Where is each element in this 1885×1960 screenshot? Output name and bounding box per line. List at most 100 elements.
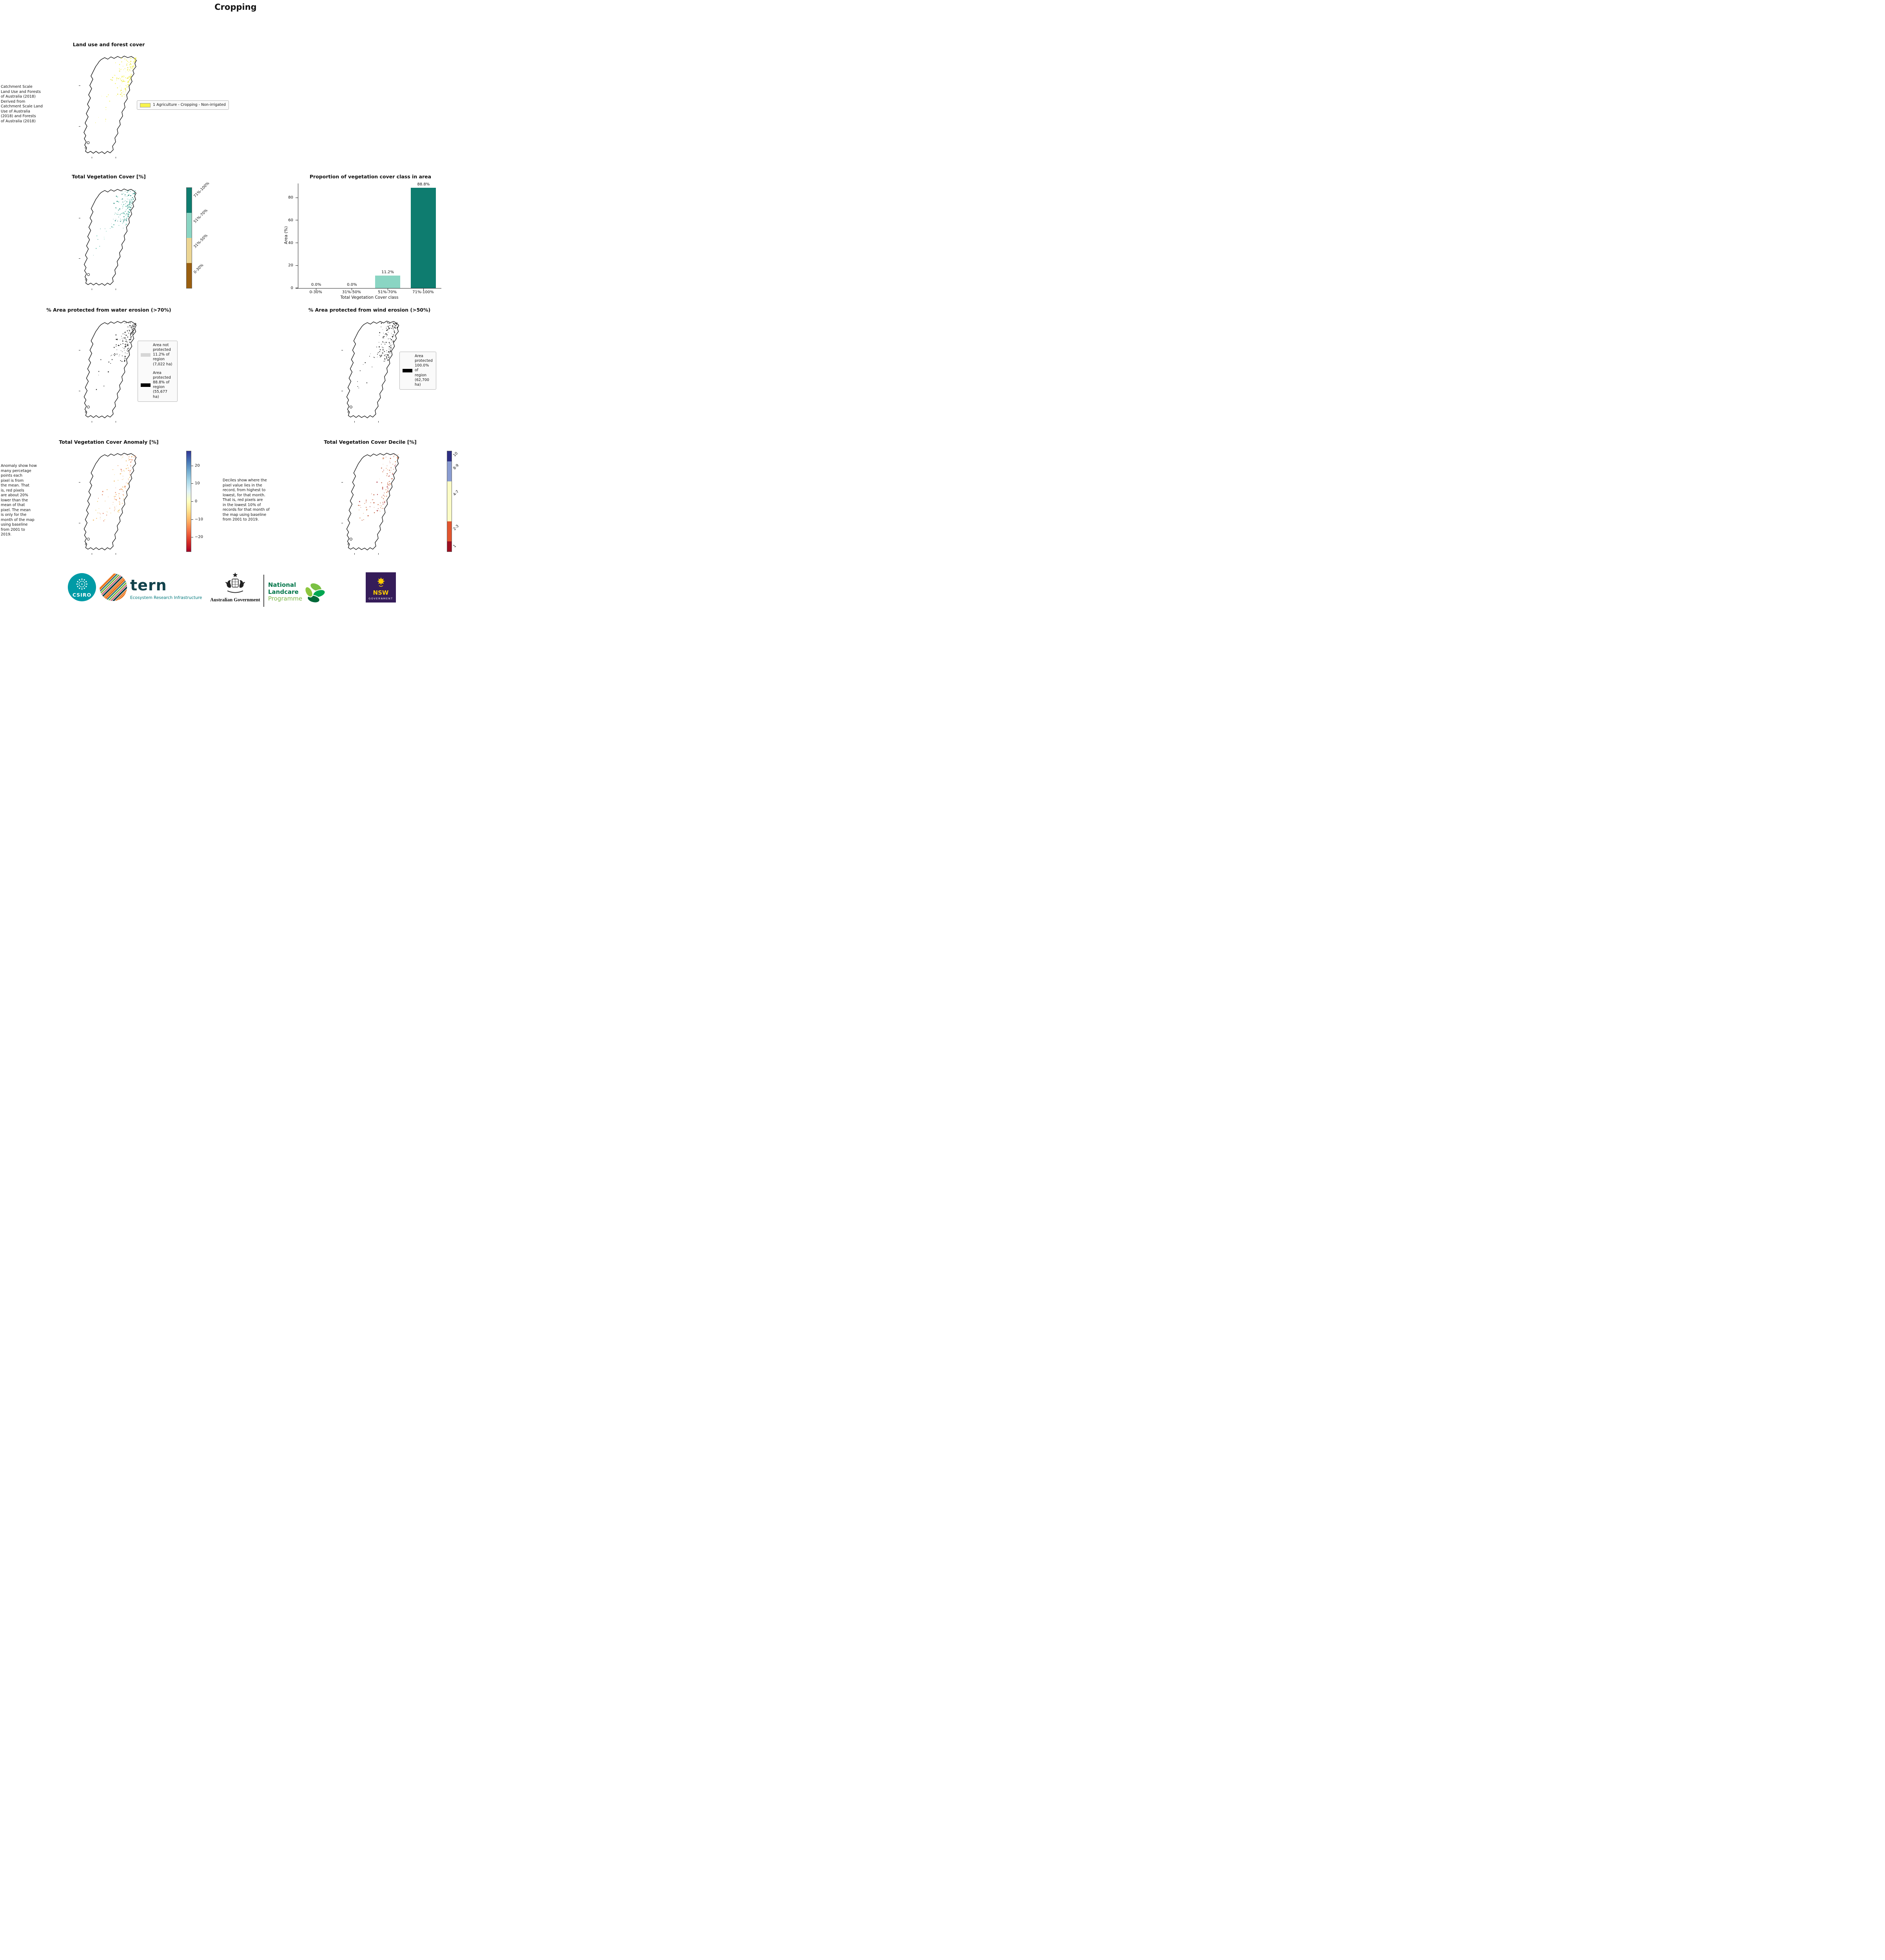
nsw-waratah-icon: [377, 577, 385, 587]
landuse-source-note: Catchment Scale Land Use and Forests of …: [1, 85, 43, 123]
map-tick: [79, 126, 80, 127]
anomaly-colorbar-tick: −20: [195, 535, 203, 539]
wind-erosion-title: % Area protected from wind erosion (>50%…: [308, 307, 431, 313]
x-tick-label: 51%-70%: [378, 290, 397, 294]
landuse-legend: 1 Agriculture - Cropping - Non-irrigated: [137, 100, 229, 110]
legend-label: Area not protected 11.2% of region (7,02…: [153, 343, 172, 367]
landcare-leaves-icon: [305, 583, 326, 603]
veg-cover-map: [79, 188, 137, 290]
bar-value-label: 0.0%: [347, 283, 357, 287]
colorbar-segment: [447, 451, 452, 461]
tern-wordmark: tern: [130, 577, 167, 594]
anomaly-colorbar-tick: 20: [195, 463, 200, 468]
colorbar-segment: [447, 541, 452, 552]
csiro-starburst-icon: [76, 578, 88, 590]
anomaly-note: Anomaly show how many percetage points e…: [1, 464, 37, 537]
australian-government-crest-icon: [225, 572, 245, 593]
anomaly-colorbar-tick: −10: [195, 517, 203, 522]
csiro-wordmark: CSIRO: [72, 592, 92, 598]
legend-swatch: [403, 369, 412, 373]
anomaly-colorbar-tick: 0: [195, 499, 198, 504]
y-tick-label: 0: [290, 286, 293, 290]
nsw-wordmark: NSW: [373, 589, 389, 596]
decile-colorbar: [447, 451, 452, 552]
colorbar-label: 31%-50%: [193, 233, 209, 249]
chart-x-ticks: 0-30% 31%-50% 51%-70% 71%-100%: [298, 288, 441, 294]
proportion-chart-plot: 0.0% 0.0% 11.2% 88.8%: [296, 182, 441, 290]
legend-label: Area protected 88.8% of region (55,677 h…: [153, 370, 171, 399]
veg-cover-colorbar: [186, 187, 192, 289]
australian-government-block: Australian Government: [210, 572, 261, 603]
colorbar-label: 0-30%: [193, 263, 205, 275]
bar-slot: 0.0%: [334, 183, 370, 288]
decile-title: Total Vegetation Cover Decile [%]: [324, 439, 417, 445]
legend-label: Area protected 100.0% of region (62,700 …: [415, 354, 433, 387]
colorbar-segment: [447, 461, 452, 481]
colorbar-segment: [187, 213, 192, 238]
anomaly-colorbar-tick: [191, 483, 193, 484]
water-erosion-map: [79, 320, 137, 423]
colorbar-label: 71%-100%: [193, 181, 210, 199]
landcare-text-block: National Landcare Programme: [268, 581, 302, 603]
map-tick: [354, 553, 355, 555]
bar-slot: 0.0%: [298, 183, 334, 288]
anomaly-colorbar-tick: 10: [195, 481, 200, 486]
veg-cover-title: Total Vegetation Cover [%]: [72, 174, 146, 180]
map-tick: [79, 482, 80, 483]
water-erosion-title: % Area protected from water erosion (>70…: [46, 307, 171, 313]
wind-erosion-map: [341, 320, 400, 423]
colorbar-label: 51%-70%: [193, 208, 209, 224]
y-tick-label: 60: [288, 218, 293, 223]
csiro-logo: CSIRO: [68, 573, 96, 601]
colorbar-label: 10: [452, 451, 459, 458]
legend-item: 1 Agriculture - Cropping - Non-irrigated: [140, 103, 226, 107]
bar-value-label: 88.8%: [417, 182, 430, 187]
landuse-map-pixels: [95, 57, 137, 123]
legend-swatch: [141, 353, 151, 357]
tern-subtitle: Ecosystem Research Infrastructure: [130, 595, 202, 600]
y-tick-mark: [296, 265, 298, 266]
anomaly-colorbar-tick: [191, 519, 193, 520]
anomaly-title: Total Vegetation Cover Anomaly [%]: [59, 439, 159, 445]
footer-divider: [263, 575, 264, 607]
colorbar-segment: [447, 481, 452, 522]
bar-51%-70%: [375, 275, 401, 288]
legend-item: Area protected 88.8% of region (55,677 h…: [141, 371, 174, 399]
proportion-chart-title: Proportion of vegetation cover class in …: [309, 174, 432, 180]
map-tick: [378, 421, 379, 423]
colorbar-segment: [187, 263, 192, 288]
colorbar-label: 1: [452, 544, 457, 549]
colorbar-segment: [187, 188, 192, 213]
chart-x-axis-label: Total Vegetation Cover class: [340, 295, 399, 300]
legend-swatch: [140, 103, 151, 107]
australian-government-label: Australian Government: [210, 597, 260, 603]
x-tick-label: 71%-100%: [412, 290, 434, 294]
anomaly-map-pixels: [93, 455, 136, 521]
map-tick: [79, 85, 80, 86]
wind-erosion-legend: Area protected 100.0% of region (62,700 …: [399, 352, 436, 390]
anomaly-colorbar-tick: [191, 501, 193, 502]
colorbar-label: 8-9: [452, 463, 460, 471]
legend-label: 1 Agriculture - Cropping - Non-irrigated: [153, 103, 226, 107]
anomaly-map: [79, 452, 137, 555]
y-tick-label: 80: [288, 195, 293, 200]
bar-71%-100%: [411, 187, 436, 288]
tern-text-block: tern Ecosystem Research Infrastructure: [130, 578, 202, 600]
colorbar-label: 4-7: [452, 489, 460, 497]
y-tick-label: 20: [288, 263, 293, 268]
colorbar-segment: [447, 521, 452, 542]
map-tick: [354, 421, 355, 423]
x-tick-mark: [423, 288, 424, 290]
page-title: Cropping: [214, 2, 257, 12]
landcare-line-national: National: [268, 581, 296, 588]
legend-item: Area not protected 11.2% of region (7,02…: [141, 343, 174, 367]
decile-map: [341, 452, 400, 555]
y-tick-label: 40: [288, 241, 293, 245]
wind-erosion-map-pixels: [357, 322, 398, 388]
report-page: Cropping Catchment Scale Land Use and Fo…: [0, 0, 471, 626]
landcare-line-landcare: Landcare: [268, 588, 299, 595]
bar-slot: 88.8%: [406, 182, 441, 288]
bar-value-label: 11.2%: [381, 270, 394, 274]
nsw-government-label: GOVERNMENT: [368, 597, 393, 600]
x-tick-label: 31%-50%: [342, 290, 361, 294]
